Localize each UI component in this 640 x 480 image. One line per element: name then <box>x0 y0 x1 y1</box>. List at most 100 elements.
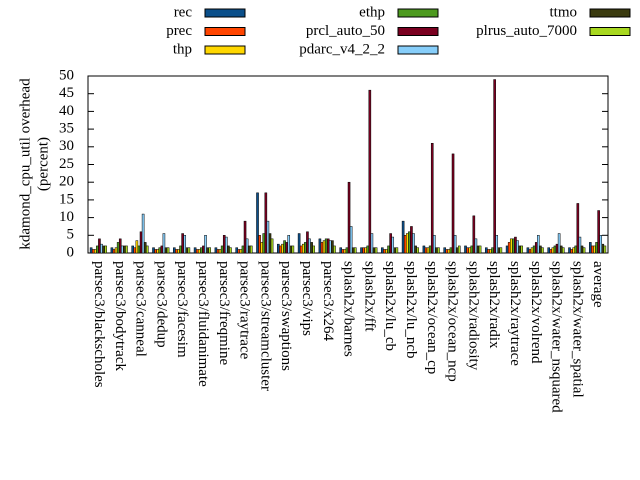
bar <box>464 245 467 254</box>
bar <box>541 247 544 254</box>
bar <box>534 242 538 254</box>
y-axis-label: kdamond_cpu_util overhead <box>17 78 33 250</box>
bar <box>216 249 220 254</box>
bar <box>528 249 532 254</box>
bar <box>553 245 557 254</box>
x-tick-label: splash2x/ocean_ncp <box>445 261 461 382</box>
bar <box>206 247 209 254</box>
bar <box>385 249 388 254</box>
bar <box>589 242 592 254</box>
x-tick-label: splash2x/radiosity <box>465 261 481 371</box>
y-tick-label: 20 <box>59 174 74 190</box>
bar <box>158 247 162 254</box>
bar <box>453 235 457 254</box>
bar <box>202 245 205 254</box>
bar <box>520 245 523 254</box>
bar <box>175 249 178 254</box>
bar <box>403 235 407 254</box>
bar <box>249 245 253 254</box>
bar <box>297 233 301 254</box>
bar <box>187 247 191 254</box>
bar <box>468 247 471 254</box>
bar <box>593 245 596 254</box>
bar <box>177 249 180 254</box>
bar <box>181 233 184 254</box>
legend-swatch <box>589 8 631 18</box>
bar <box>457 245 461 254</box>
bar <box>91 249 95 254</box>
bar <box>112 249 116 254</box>
bar <box>491 247 494 254</box>
bar <box>266 220 270 254</box>
bar <box>424 247 428 254</box>
bar <box>347 181 351 254</box>
bar <box>349 226 353 254</box>
bar <box>185 247 189 254</box>
bar <box>401 220 405 254</box>
bar <box>287 235 291 254</box>
legend-swatch <box>397 8 439 18</box>
bar <box>312 245 315 254</box>
bar <box>301 243 305 254</box>
bar <box>451 153 455 254</box>
bar <box>133 247 137 254</box>
bar <box>304 242 307 254</box>
x-tick-label: parsec3/freqmine <box>216 261 232 365</box>
bar <box>141 213 145 254</box>
bar <box>509 238 513 254</box>
bar <box>256 192 259 254</box>
x-tick-label: parsec3/streamcluster <box>257 261 273 391</box>
bar <box>139 231 143 254</box>
bar <box>283 240 286 254</box>
bar <box>505 245 509 254</box>
bar <box>208 247 211 254</box>
bar <box>229 247 232 254</box>
bar <box>143 242 147 254</box>
bar <box>123 245 126 254</box>
x-tick-label: parsec3/blackscholes <box>91 261 107 388</box>
x-tick-label: splash2x/ocean_cp <box>424 261 440 374</box>
y-tick-label: 15 <box>59 191 74 207</box>
bar <box>499 247 503 254</box>
bar <box>225 236 228 254</box>
legend-label: plrus_auto_7000 <box>476 23 577 39</box>
bar <box>568 247 571 254</box>
bar <box>145 245 149 254</box>
bar <box>422 245 426 254</box>
bar <box>222 235 226 254</box>
x-tick-label: splash2x/radix <box>486 261 502 349</box>
bar <box>557 233 561 254</box>
bar <box>93 249 97 254</box>
bar <box>489 249 492 254</box>
bar <box>455 247 459 254</box>
bar <box>391 236 395 254</box>
bar <box>435 247 438 254</box>
bar <box>487 249 490 254</box>
bar <box>507 242 511 254</box>
bar <box>416 247 419 254</box>
bar <box>549 249 553 254</box>
bar <box>387 245 390 254</box>
bar <box>173 247 176 254</box>
bar <box>514 236 517 254</box>
bar <box>281 243 284 254</box>
bar <box>110 247 114 254</box>
bar <box>154 249 157 254</box>
bar <box>239 249 243 254</box>
bar <box>497 247 501 254</box>
bar <box>258 235 261 254</box>
x-tick-label: splash2x/fft <box>361 261 377 332</box>
bar <box>603 245 607 254</box>
bar <box>597 210 600 254</box>
x-tick-label: parsec3/raytrace <box>237 261 253 360</box>
bar <box>353 247 357 254</box>
bar <box>485 247 488 254</box>
bar <box>601 243 605 254</box>
bar <box>561 247 565 254</box>
bar <box>591 245 594 254</box>
bar <box>412 233 415 254</box>
x-tick-label: splash2x/water_nsquared <box>549 261 565 413</box>
bar <box>102 245 105 254</box>
bar <box>131 245 135 254</box>
